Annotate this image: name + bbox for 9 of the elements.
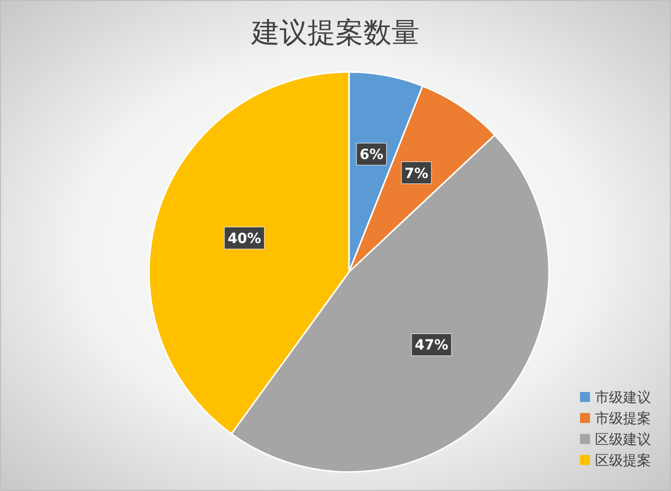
legend-label: 市级提案 [595, 410, 651, 427]
legend-label: 区级提案 [595, 452, 651, 469]
slice-label: 区级建议 [595, 432, 651, 448]
data-label: 7% [404, 166, 428, 182]
data-label: 40% [228, 231, 262, 248]
chart-title: 建议提案数量 [250, 16, 420, 49]
data-label: 6% [360, 147, 384, 164]
legend-label: 市级建议 [595, 390, 651, 406]
data-label: 47% [414, 338, 448, 354]
